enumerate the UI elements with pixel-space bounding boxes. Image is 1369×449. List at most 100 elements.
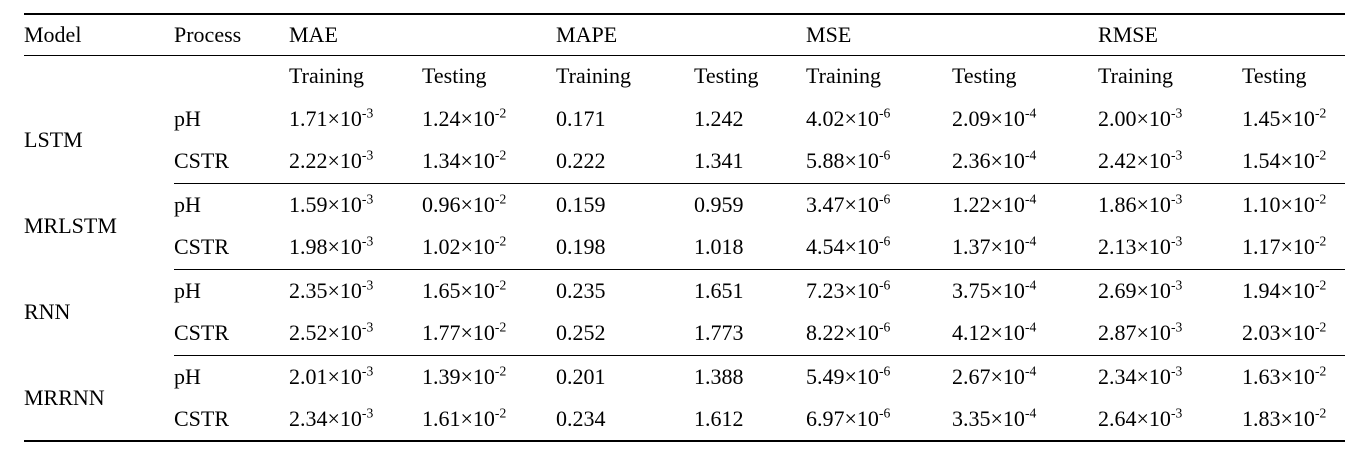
cell-model-mrrnn: MRRNN bbox=[24, 384, 105, 410]
header-model: Model bbox=[24, 14, 174, 56]
cell-rmse-testing: 2.03×10-2 bbox=[1242, 312, 1346, 356]
table-row: CSTR 2.52×10-3 1.77×10-2 0.252 1.773 8.2… bbox=[24, 312, 1346, 356]
table-row: CSTR 1.98×10-3 1.02×10-2 0.198 1.018 4.5… bbox=[24, 226, 1346, 270]
cell-mse-training: 5.49×10-6 bbox=[806, 363, 891, 389]
cell-mse-testing: 3.75×10-4 bbox=[952, 277, 1037, 303]
header-mape: MAPE bbox=[556, 14, 807, 56]
cell-model-mrlstm: MRLSTM bbox=[24, 213, 117, 238]
cell-mse-testing: 2.36×10-4 bbox=[952, 140, 1099, 184]
cell-mae-testing: 1.34×10-2 bbox=[422, 140, 557, 184]
cell-mae-training: 2.34×10-3 bbox=[289, 405, 374, 431]
cell-rmse-training: 2.42×10-3 bbox=[1098, 140, 1243, 184]
cell-rmse-training: 2.34×10-3 bbox=[1098, 363, 1183, 389]
cell-rmse-training: 2.69×10-3 bbox=[1098, 277, 1183, 303]
cell-mse-testing: 2.09×10-4 bbox=[952, 105, 1037, 131]
header-spacer-model bbox=[24, 55, 174, 97]
cell-mape-testing: 1.773 bbox=[694, 312, 807, 356]
table-body: LSTM pH 1.71×10-3 1.24×10-2 0.171 1.242 … bbox=[24, 97, 1346, 441]
cell-mse-testing: 2.67×10-4 bbox=[952, 363, 1037, 389]
header-row-metrics: Model Process MAE MAPE MSE RMSE bbox=[24, 14, 1346, 56]
cell-mae-testing: 0.96×10-2 bbox=[422, 191, 507, 217]
metrics-table: Model Process MAE MAPE MSE RMSE Training… bbox=[24, 13, 1346, 442]
cell-process: pH bbox=[174, 277, 201, 303]
cell-rmse-testing: 1.54×10-2 bbox=[1242, 140, 1346, 184]
cell-mape-training: 0.252 bbox=[556, 312, 695, 356]
header-mse-training: Training bbox=[806, 63, 881, 89]
cell-mae-testing: 1.77×10-2 bbox=[422, 312, 557, 356]
cell-mape-training: 0.198 bbox=[556, 226, 695, 270]
cell-mae-training: 1.71×10-3 bbox=[289, 105, 374, 131]
table-header: Model Process MAE MAPE MSE RMSE Training… bbox=[24, 14, 1346, 97]
cell-process: pH bbox=[174, 363, 201, 389]
cell-mse-training: 6.97×10-6 bbox=[806, 405, 891, 431]
cell-rmse-testing: 1.45×10-2 bbox=[1242, 105, 1327, 131]
header-rmse: RMSE bbox=[1098, 14, 1346, 56]
cell-rmse-testing: 1.17×10-2 bbox=[1242, 226, 1346, 270]
cell-rmse-testing: 1.10×10-2 bbox=[1242, 191, 1327, 217]
cell-mse-testing: 1.37×10-4 bbox=[952, 226, 1099, 270]
header-process: Process bbox=[174, 14, 289, 56]
header-rmse-testing: Testing bbox=[1242, 63, 1307, 89]
cell-process: CSTR bbox=[174, 406, 230, 431]
cell-mse-training: 5.88×10-6 bbox=[806, 140, 953, 184]
cell-rmse-training: 2.00×10-3 bbox=[1098, 105, 1183, 131]
cell-mape-training: 0.222 bbox=[556, 140, 695, 184]
cell-mape-testing: 1.612 bbox=[694, 406, 744, 431]
cell-mae-testing: 1.65×10-2 bbox=[422, 277, 507, 303]
table-row: MRLSTM pH 1.59×10-3 0.96×10-2 0.159 0.95… bbox=[24, 183, 1345, 238]
cell-mse-training: 3.47×10-6 bbox=[806, 191, 891, 217]
cell-mape-training: 0.235 bbox=[556, 277, 606, 303]
cell-rmse-training: 2.64×10-3 bbox=[1098, 405, 1183, 431]
header-mae-testing: Testing bbox=[422, 63, 487, 89]
cell-mae-training: 2.01×10-3 bbox=[289, 363, 374, 389]
cell-mape-testing: 1.651 bbox=[694, 277, 744, 303]
header-row-subsets: Training Testing Training Testing Traini… bbox=[24, 55, 1345, 97]
cell-mape-testing: 1.242 bbox=[694, 105, 744, 131]
cell-process: CSTR bbox=[174, 226, 289, 270]
cell-rmse-testing: 1.83×10-2 bbox=[1242, 405, 1327, 431]
cell-mse-testing: 4.12×10-4 bbox=[952, 312, 1099, 356]
cell-mse-training: 7.23×10-6 bbox=[806, 277, 891, 303]
header-mse-testing: Testing bbox=[952, 63, 1017, 89]
cell-rmse-testing: 1.94×10-2 bbox=[1242, 277, 1327, 303]
table-row: LSTM pH 1.71×10-3 1.24×10-2 0.171 1.242 … bbox=[24, 97, 1345, 153]
cell-model-rnn: RNN bbox=[24, 299, 71, 324]
table-row: RNN pH 2.35×10-3 1.65×10-2 0.235 1.651 7… bbox=[24, 269, 1345, 324]
cell-process: CSTR bbox=[174, 312, 289, 356]
cell-mse-testing: 3.35×10-4 bbox=[952, 405, 1037, 431]
cell-mse-training: 4.54×10-6 bbox=[806, 226, 953, 270]
table-row: CSTR 2.22×10-3 1.34×10-2 0.222 1.341 5.8… bbox=[24, 140, 1346, 184]
cell-mae-testing: 1.02×10-2 bbox=[422, 226, 557, 270]
header-rmse-training: Training bbox=[1098, 63, 1173, 89]
cell-mae-training: 1.59×10-3 bbox=[289, 191, 374, 217]
cell-mae-training: 1.98×10-3 bbox=[289, 226, 422, 270]
header-mae-training: Training bbox=[289, 63, 364, 89]
cell-model-lstm: LSTM bbox=[24, 127, 83, 152]
cell-mape-testing: 1.388 bbox=[694, 363, 744, 389]
cell-mape-testing: 1.018 bbox=[694, 226, 807, 270]
cell-mse-training: 8.22×10-6 bbox=[806, 312, 953, 356]
cell-mape-training: 0.171 bbox=[556, 105, 606, 131]
cell-mape-training: 0.234 bbox=[556, 406, 606, 431]
cell-mse-testing: 1.22×10-4 bbox=[952, 191, 1037, 217]
cell-mape-training: 0.201 bbox=[556, 363, 606, 389]
cell-rmse-training: 1.86×10-3 bbox=[1098, 191, 1183, 217]
cell-rmse-training: 2.13×10-3 bbox=[1098, 226, 1243, 270]
cell-mae-training: 2.52×10-3 bbox=[289, 312, 422, 356]
cell-mae-training: 2.35×10-3 bbox=[289, 277, 374, 303]
cell-mae-testing: 1.39×10-2 bbox=[422, 363, 507, 389]
header-mape-testing: Testing bbox=[694, 63, 759, 89]
cell-process: pH bbox=[174, 191, 201, 217]
header-mae: MAE bbox=[289, 14, 557, 56]
cell-rmse-training: 2.87×10-3 bbox=[1098, 312, 1243, 356]
cell-rmse-testing: 1.63×10-2 bbox=[1242, 363, 1327, 389]
cell-mse-training: 4.02×10-6 bbox=[806, 105, 891, 131]
cell-mae-testing: 1.61×10-2 bbox=[422, 405, 507, 431]
table-row: CSTR 2.34×10-3 1.61×10-2 0.234 1.612 6.9… bbox=[24, 398, 1345, 441]
table-row: MRRNN pH 2.01×10-3 1.39×10-2 0.201 1.388… bbox=[24, 355, 1345, 410]
cell-mae-training: 2.22×10-3 bbox=[289, 140, 422, 184]
cell-mae-testing: 1.24×10-2 bbox=[422, 105, 507, 131]
cell-mape-testing: 1.341 bbox=[694, 140, 807, 184]
header-mape-training: Training bbox=[556, 63, 631, 89]
